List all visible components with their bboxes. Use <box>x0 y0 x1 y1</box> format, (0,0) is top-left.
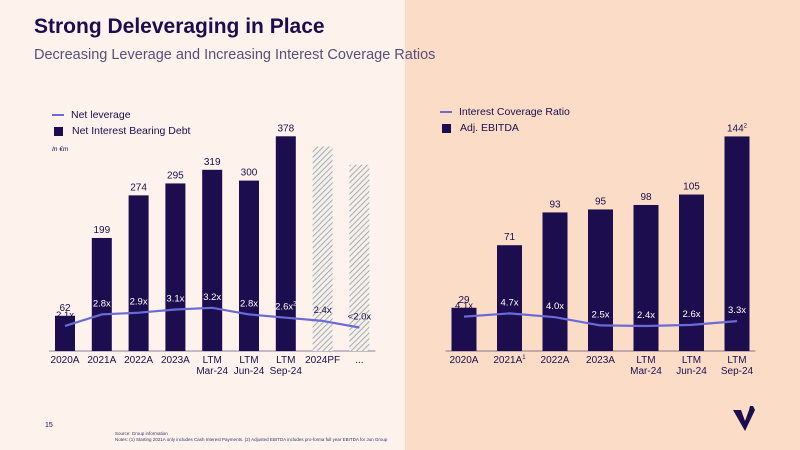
x-tick-label: 2023A <box>161 355 190 366</box>
line-value-label: 2.4x <box>314 305 332 316</box>
x-tick-label: Sep-24 <box>721 366 754 377</box>
legend-label: Net Interest Bearing Debt <box>72 125 191 137</box>
x-tick-label: 2021A1 <box>493 355 526 366</box>
x-tick-label: Mar-24 <box>196 366 228 377</box>
line-value-label: 3.2x <box>203 292 221 303</box>
superscript: 1 <box>522 355 526 361</box>
bar-2023a <box>165 183 186 351</box>
bar-value-label: 93 <box>549 199 561 210</box>
bar-ltm-sep-24 <box>275 136 296 351</box>
bar-swatch-icon <box>54 126 63 136</box>
line-value-label: 2.6x2 <box>275 302 297 313</box>
x-tick-label: Jun-24 <box>676 366 707 377</box>
bar-value-label: 295 <box>167 170 184 181</box>
line-value-label: 2.6x <box>683 309 701 320</box>
bar-value-label: 98 <box>640 192 652 203</box>
bar-ltm-mar-24 <box>202 169 223 351</box>
bar-2023a <box>588 209 613 351</box>
legend-label: Interest Coverage Ratio <box>459 106 570 118</box>
legend-item-adj-ebitda: Adj. EBITDA <box>440 120 570 136</box>
bar-value-label: 95 <box>595 196 607 207</box>
line-value-label: 2.5x <box>592 309 610 320</box>
bar-value-label: 274 <box>130 182 147 193</box>
line-value-label: 4.7x <box>501 297 519 308</box>
x-tick-label: Sep-24 <box>270 366 303 377</box>
superscript: 2 <box>744 123 748 129</box>
bar-value-label: 71 <box>504 232 516 243</box>
page-number: 15 <box>45 422 53 429</box>
x-tick-label: 2023A <box>586 355 615 366</box>
bar-ltm-mar-24 <box>633 204 659 351</box>
line-value-label: 2.1x <box>56 310 74 321</box>
bar-value-label: 199 <box>93 225 110 236</box>
x-tick-label: 2024PF <box>305 355 340 366</box>
x-tick-label: Mar-24 <box>630 366 662 377</box>
bar-ltm-sep-24 <box>724 136 750 351</box>
notes-line: Notes: (1) Starting 2021A only includes … <box>115 436 388 442</box>
line-value-label: 4.1x <box>455 301 473 312</box>
superscript: 2 <box>293 302 297 308</box>
line-swatch-icon <box>52 113 64 117</box>
legend-item-net-leverage: Net leverage <box>52 107 190 123</box>
bar-swatch-icon <box>442 123 451 133</box>
line-value-label: 3.3x <box>728 305 746 316</box>
bar-value-label: 1442 <box>727 123 748 134</box>
x-tick-label: LTM <box>727 355 746 366</box>
bar-2022a <box>542 212 568 351</box>
bar-value-label: 319 <box>204 157 221 168</box>
source-line: Source: Group information <box>115 431 168 436</box>
line-value-label: 2.9x <box>130 297 148 308</box>
line-value-label: 2.8x <box>93 298 111 309</box>
source-notes: Source: Group information Notes: (1) Sta… <box>115 431 387 442</box>
bar-- <box>349 164 370 351</box>
bar-ltm-jun-24 <box>679 194 704 351</box>
x-tick-label: 2021A <box>87 355 116 366</box>
company-logo-icon <box>733 406 755 431</box>
bar-value-label: 300 <box>241 168 258 179</box>
x-tick-label: LTM <box>636 355 655 366</box>
line-value-label: 3.1x <box>166 293 184 304</box>
x-tick-label: ... <box>355 355 363 366</box>
bar-2024pf <box>312 146 333 351</box>
x-tick-label: 2022A <box>124 355 153 366</box>
line-value-label: 2.8x <box>240 298 258 309</box>
bar-value-label: 378 <box>277 123 294 134</box>
x-tick-label: 2020A <box>51 355 80 366</box>
bar-2020a <box>55 315 75 351</box>
x-tick-label: Jun-24 <box>234 366 265 377</box>
right-chart-legend: Interest Coverage Ratio Adj. EBITDA <box>440 104 570 136</box>
legend-label: Adj. EBITDA <box>460 122 519 134</box>
line-value-label: <2.0x <box>348 312 372 323</box>
bar-2021a <box>497 245 522 351</box>
bar-2021a <box>91 237 112 351</box>
unit-label: In €m <box>52 146 69 153</box>
legend-item-net-debt: Net Interest Bearing Debt <box>52 123 190 139</box>
page-subtitle: Decreasing Leverage and Increasing Inter… <box>34 47 436 63</box>
bar-value-label: 29 <box>458 295 470 306</box>
x-tick-label: 2022A <box>541 355 570 366</box>
left-chart-legend: Net leverage Net Interest Bearing Debt <box>52 107 190 139</box>
line-value-label: 4.0x <box>546 301 564 312</box>
bar-value-label: 105 <box>683 182 700 193</box>
page-title: Strong Deleveraging in Place <box>34 15 325 38</box>
bar-ltm-jun-24 <box>239 180 259 351</box>
bar-2022a <box>128 195 149 351</box>
x-tick-label: 2020A <box>450 355 479 366</box>
x-tick-label: LTM <box>239 355 258 366</box>
legend-item-interest-coverage: Interest Coverage Ratio <box>440 104 570 120</box>
legend-label: Net leverage <box>71 109 131 121</box>
x-tick-label: LTM <box>203 355 222 366</box>
line-swatch-icon <box>440 110 452 114</box>
x-tick-label: LTM <box>276 355 295 366</box>
bar-2020a <box>451 307 477 351</box>
line-value-label: 2.4x <box>637 310 655 321</box>
x-tick-label: LTM <box>682 355 701 366</box>
line-series-path <box>64 306 360 329</box>
line-series-path <box>463 312 738 328</box>
bar-value-label: 62 <box>59 303 71 314</box>
